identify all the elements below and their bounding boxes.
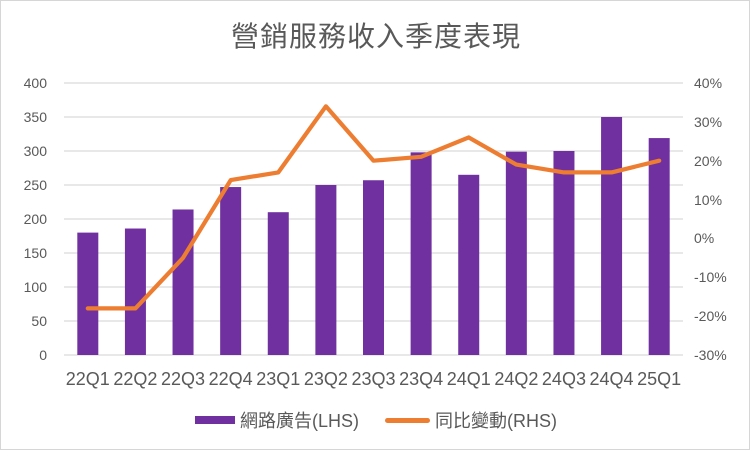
left-axis-tick-label: 400 [23, 75, 47, 91]
right-axis-tick-label: 10% [694, 191, 723, 208]
legend-item-line-series: 同比變動(RHS) [385, 407, 557, 433]
x-axis-label-25Q1: 25Q1 [637, 369, 682, 389]
bar-23Q1 [267, 212, 289, 355]
left-axis-tick-label: 50 [31, 313, 47, 329]
left-axis-tick-label: 0 [39, 347, 47, 363]
right-axis-tick-label: -10% [694, 269, 727, 286]
bar-24Q4 [601, 117, 623, 355]
bar-22Q4 [220, 187, 242, 355]
line-series-swatch-icon [385, 417, 430, 423]
left-axis-tick-label: 150 [23, 245, 47, 261]
x-axis-label-23Q3: 23Q3 [351, 369, 396, 389]
x-axis-label-22Q4: 22Q4 [208, 369, 253, 389]
right-axis-tick-label: 40% [694, 75, 723, 91]
left-axis-tick-label: 200 [23, 211, 47, 227]
bar-25Q1 [648, 138, 670, 355]
chart-title: 營銷服務收入季度表現 [230, 21, 521, 52]
legend: 網路廣告(LHS) 同比變動(RHS) [1, 407, 749, 433]
x-axis-label-24Q4: 24Q4 [589, 369, 634, 389]
bar-series-swatch-icon [194, 416, 235, 424]
x-axis-label-22Q1: 22Q1 [65, 369, 110, 389]
x-axis-label-24Q2: 24Q2 [494, 369, 539, 389]
bar-22Q1 [77, 232, 99, 355]
x-axis-label-22Q3: 22Q3 [161, 369, 206, 389]
line-series-label: 同比變動(RHS) [435, 411, 557, 431]
x-axis-label-22Q2: 22Q2 [113, 369, 158, 389]
x-axis-label-23Q2: 23Q2 [303, 369, 348, 389]
bar-series-label: 網路廣告(LHS) [239, 411, 359, 431]
bar-23Q3 [363, 180, 384, 355]
bar-22Q2 [124, 228, 146, 355]
bar-23Q4 [410, 152, 432, 355]
x-axis-label-23Q4: 23Q4 [399, 369, 444, 389]
legend-item-bar-series: 網路廣告(LHS) [194, 407, 359, 433]
left-axis-tick-label: 300 [23, 143, 47, 159]
right-axis-tick-label: -20% [694, 308, 727, 325]
bar-23Q2 [315, 185, 337, 355]
left-axis-tick-label: 250 [23, 177, 47, 193]
bar-24Q2 [505, 151, 527, 355]
left-axis-tick-label: 350 [23, 109, 47, 125]
bar-24Q1 [458, 174, 480, 355]
x-axis-label-24Q3: 24Q3 [541, 369, 586, 389]
right-axis-tick-label: 30% [694, 113, 723, 130]
right-axis-tick-label: 0% [694, 230, 715, 247]
trend-line [85, 104, 662, 311]
bar-24Q3 [553, 151, 575, 355]
x-axis-label-24Q1: 24Q1 [446, 369, 491, 389]
left-axis-tick-label: 100 [23, 279, 47, 295]
right-axis-tick-label: -30% [694, 347, 727, 363]
x-axis-label-23Q1: 23Q1 [256, 369, 301, 389]
bar-22Q3 [172, 209, 194, 355]
right-axis-tick-label: 20% [694, 152, 723, 169]
